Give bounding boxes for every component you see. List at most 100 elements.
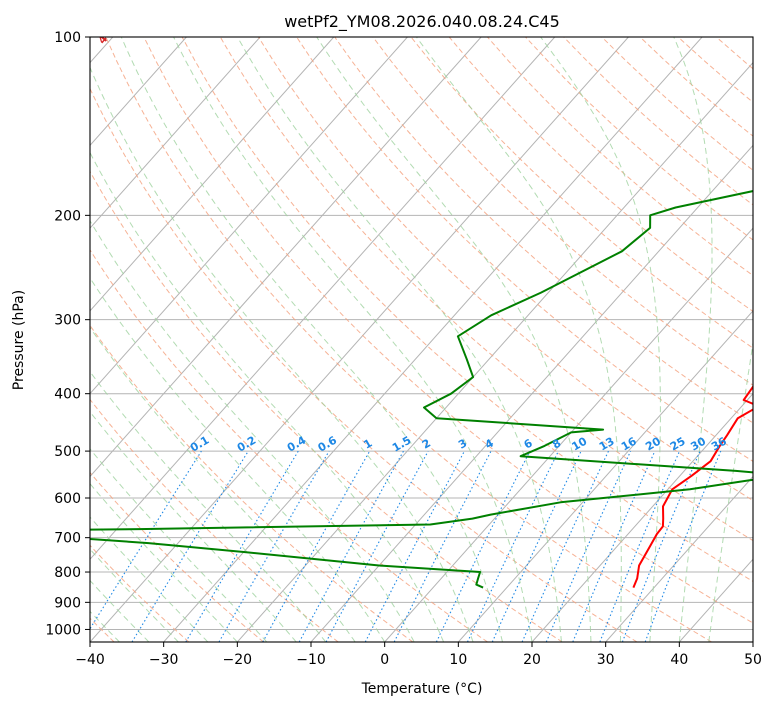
x-tick-label: 40 bbox=[670, 652, 688, 668]
moist-adiabats bbox=[90, 37, 753, 642]
mixing-ratio-label: 6 bbox=[522, 436, 535, 451]
dry-adiabat-line bbox=[639, 37, 753, 137]
dry-adiabat-label: 20 bbox=[19, 26, 39, 46]
x-tick-label: −30 bbox=[149, 652, 179, 668]
x-axis-ticks: −40 −30 −20 −10 0 10 20 30 40 50 bbox=[75, 642, 762, 668]
mixing-ratio-line bbox=[218, 450, 330, 642]
y-tick-label: 800 bbox=[54, 565, 81, 581]
y-tick-label: 1000 bbox=[45, 622, 81, 638]
mixing-ratio-line bbox=[621, 450, 701, 642]
dry-adiabat-line bbox=[90, 471, 264, 642]
mixing-ratio-line bbox=[435, 450, 531, 642]
isotherm-line bbox=[310, 144, 753, 642]
moist-adiabat-line bbox=[90, 410, 297, 642]
dry-adiabat-line bbox=[372, 37, 753, 386]
moist-adiabat-line bbox=[673, 37, 713, 642]
isotherm-line bbox=[90, 37, 408, 395]
dry-adiabat-line bbox=[90, 544, 190, 642]
mixing-ratio-line bbox=[90, 450, 202, 630]
mixing-ratio-label: 3 bbox=[456, 437, 469, 452]
moist-adiabat-line bbox=[415, 37, 622, 642]
y-tick-label: 300 bbox=[54, 313, 81, 329]
moist-adiabat-line bbox=[90, 151, 445, 642]
dry-adiabat-line bbox=[410, 37, 753, 349]
mixing-ratio-label: 4 bbox=[483, 436, 496, 451]
dry-adiabat-line bbox=[525, 37, 753, 241]
mixing-ratio-line bbox=[364, 450, 465, 642]
mixing-ratio-line bbox=[131, 450, 249, 642]
chart-title: wetPf2_YM08.2026.040.08.24.C45 bbox=[284, 12, 560, 32]
isotherm-line bbox=[457, 310, 753, 642]
y-tick-label: 900 bbox=[54, 595, 81, 611]
isotherm-line bbox=[163, 37, 703, 642]
mixing-ratio-label: 1 bbox=[361, 437, 374, 452]
dry-adiabats bbox=[90, 37, 753, 642]
reference-line-labels: 0.10.20.40.611.52346810131620253036-100-… bbox=[19, 26, 730, 455]
dry-adiabat-line bbox=[90, 170, 563, 642]
x-tick-label: −20 bbox=[223, 652, 253, 668]
dry-adiabat-line bbox=[181, 37, 753, 582]
mixing-ratio-line bbox=[262, 450, 371, 642]
isotherm-line bbox=[90, 37, 261, 229]
y-tick-label: 100 bbox=[54, 30, 81, 46]
y-tick-label: 200 bbox=[54, 208, 81, 224]
moist-adiabat-line bbox=[90, 482, 238, 642]
moist-adiabat-line bbox=[708, 339, 753, 642]
mixing-ratio-line bbox=[393, 450, 492, 642]
dry-adiabat-line bbox=[90, 248, 488, 642]
dry-adiabat-label: 40 bbox=[96, 26, 116, 46]
dry-adiabat-line bbox=[90, 87, 638, 642]
y-tick-label: 400 bbox=[54, 387, 81, 403]
moist-adiabat-line bbox=[120, 37, 503, 642]
dry-adiabat-line bbox=[715, 37, 753, 70]
isotherm-line bbox=[90, 37, 556, 560]
isotherm-line bbox=[531, 392, 753, 642]
x-tick-label: −40 bbox=[75, 652, 105, 668]
isotherm-gridlines bbox=[90, 37, 753, 642]
moist-adiabat-line bbox=[90, 326, 356, 642]
y-tick-label: 700 bbox=[54, 531, 81, 547]
y-tick-label: 600 bbox=[54, 491, 81, 507]
temperature-profile-line bbox=[632, 385, 753, 588]
moist-adiabat-line bbox=[90, 516, 209, 642]
isotherm-line bbox=[90, 37, 187, 147]
moist-adiabat-line bbox=[316, 37, 592, 642]
dry-adiabat-line bbox=[90, 324, 414, 642]
dry-adiabat-line bbox=[143, 37, 753, 624]
dry-adiabat-line bbox=[296, 37, 753, 462]
x-tick-label: 10 bbox=[449, 652, 467, 668]
plot-frame bbox=[89, 36, 754, 643]
moist-adiabat-line bbox=[90, 66, 474, 642]
y-axis-label: Pressure (hPa) bbox=[11, 290, 27, 390]
dry-adiabat-line bbox=[563, 37, 753, 206]
mixing-ratio-line bbox=[644, 450, 722, 642]
x-tick-label: 0 bbox=[380, 652, 389, 668]
isotherm-line bbox=[90, 37, 629, 642]
y-tick-label: 500 bbox=[54, 444, 81, 460]
x-tick-label: 50 bbox=[744, 652, 762, 668]
mixing-ratio-line bbox=[521, 450, 609, 642]
y-axis-ticks: 100 200 300 400 500 600 700 800 900 1000 bbox=[45, 30, 90, 638]
moist-adiabat-line bbox=[90, 370, 327, 642]
isotherm-line bbox=[90, 37, 335, 312]
dewpoint-profile-line bbox=[90, 190, 753, 589]
plot-area: 0.10.20.40.611.52346810131620253036-100-… bbox=[19, 26, 753, 642]
moist-adiabat-line bbox=[173, 37, 533, 642]
moist-adiabat-line bbox=[237, 37, 562, 642]
isotherm-line bbox=[752, 641, 753, 642]
isotherm-line bbox=[605, 475, 753, 642]
mixing-ratio-line bbox=[545, 450, 632, 642]
mixing-ratio-line bbox=[298, 450, 404, 642]
dry-adiabat-line bbox=[487, 37, 753, 277]
x-axis-label: Temperature (°C) bbox=[361, 681, 483, 697]
moist-adiabat-line bbox=[90, 448, 268, 642]
dry-adiabat-line bbox=[219, 37, 753, 542]
x-tick-label: 30 bbox=[597, 652, 615, 668]
dry-adiabat-line bbox=[105, 37, 712, 642]
mixing-ratio-line bbox=[466, 450, 559, 642]
dry-adiabat-line bbox=[90, 398, 339, 642]
isotherm-line bbox=[384, 227, 753, 642]
isotherm-line bbox=[90, 37, 482, 478]
mixing-ratio-label: 2 bbox=[420, 437, 433, 452]
